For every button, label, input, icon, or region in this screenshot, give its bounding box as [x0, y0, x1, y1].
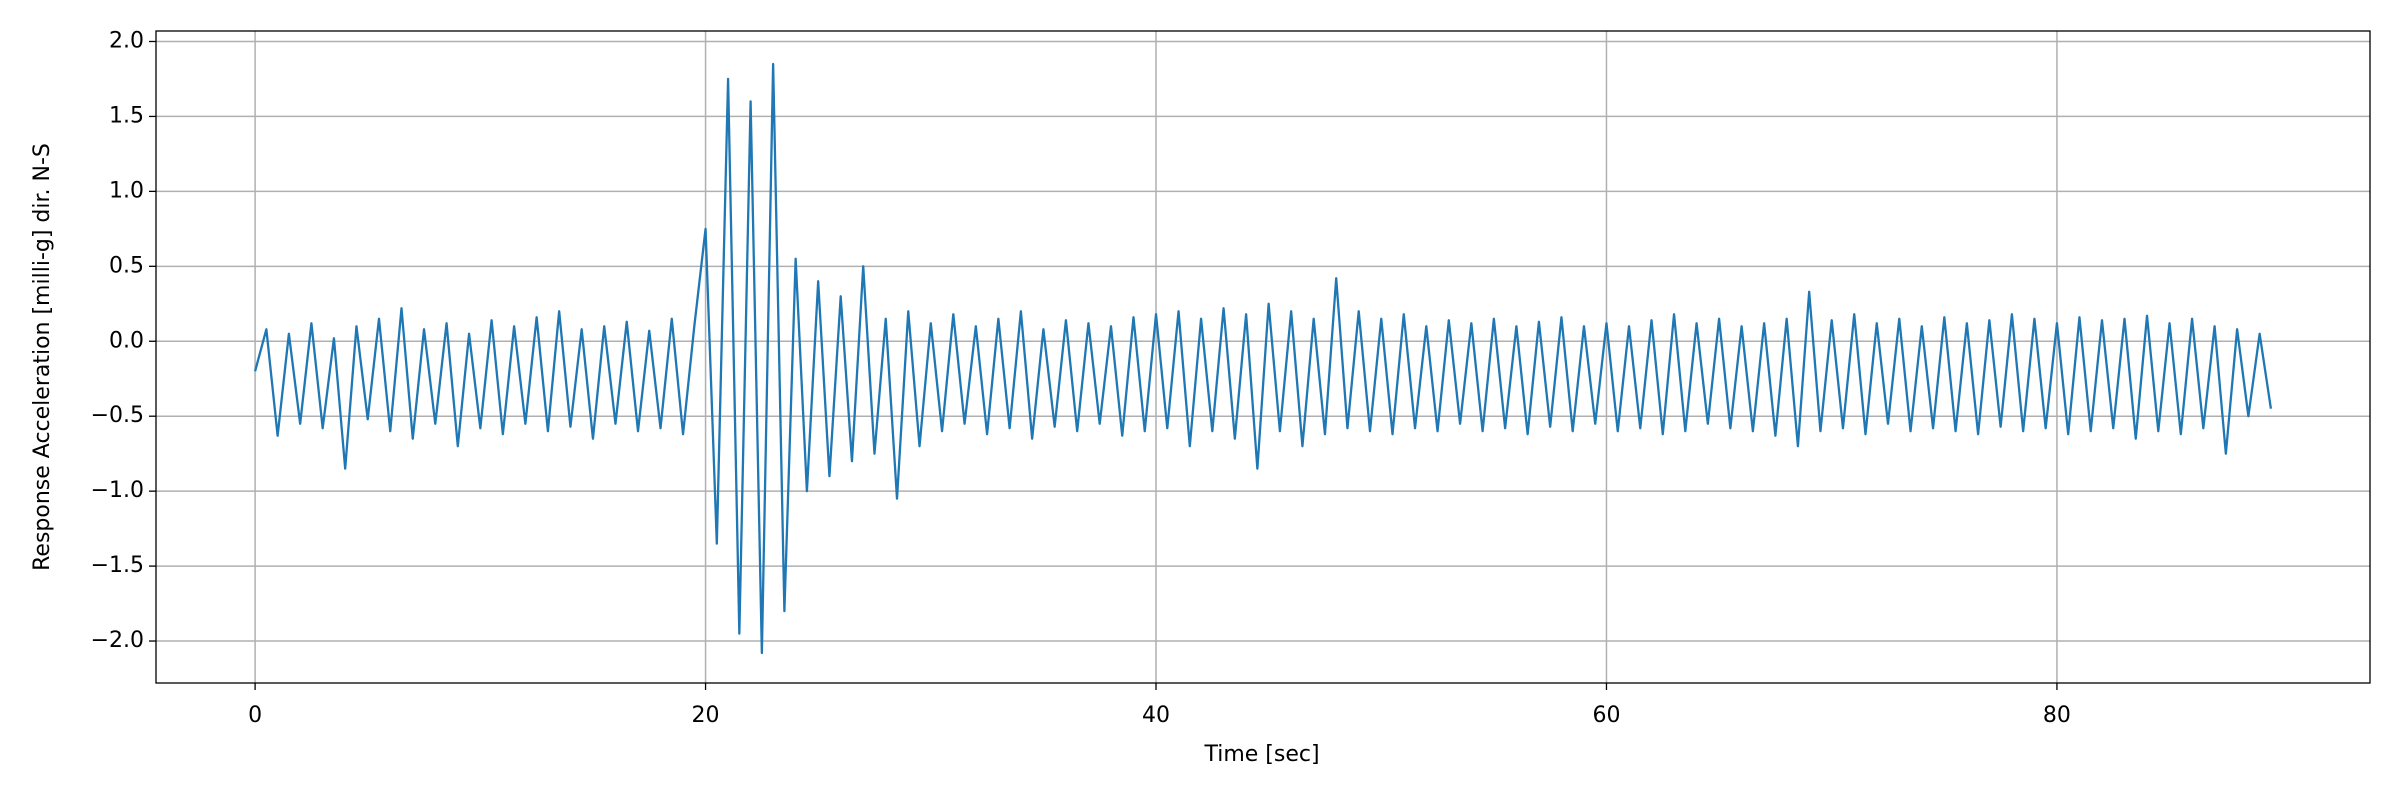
y-tick-label: 0.5	[109, 253, 144, 278]
y-tick-label: 1.0	[109, 178, 144, 203]
y-tick-label: −1.0	[91, 478, 144, 503]
plot-frame	[155, 30, 2371, 684]
x-tick-label: 80	[2043, 703, 2071, 728]
y-tick-label: −0.5	[91, 403, 144, 428]
x-tick-label: 40	[1142, 703, 1170, 728]
x-tick-label: 60	[1592, 703, 1620, 728]
x-tick-label: 0	[248, 703, 262, 728]
y-tick-label: −1.5	[91, 553, 144, 578]
x-tick-label: 20	[692, 703, 720, 728]
x-axis-label: Time [sec]	[1203, 742, 1319, 767]
y-tick-label: 0.0	[109, 328, 144, 353]
y-tick-label: 2.0	[109, 28, 144, 53]
y-tick-label: −2.0	[91, 628, 144, 653]
data-line	[253, 62, 2273, 655]
y-axis-label: Response Acceleration [milli-g] dir. N-S	[30, 143, 55, 571]
y-tick-label: 1.5	[109, 103, 144, 128]
